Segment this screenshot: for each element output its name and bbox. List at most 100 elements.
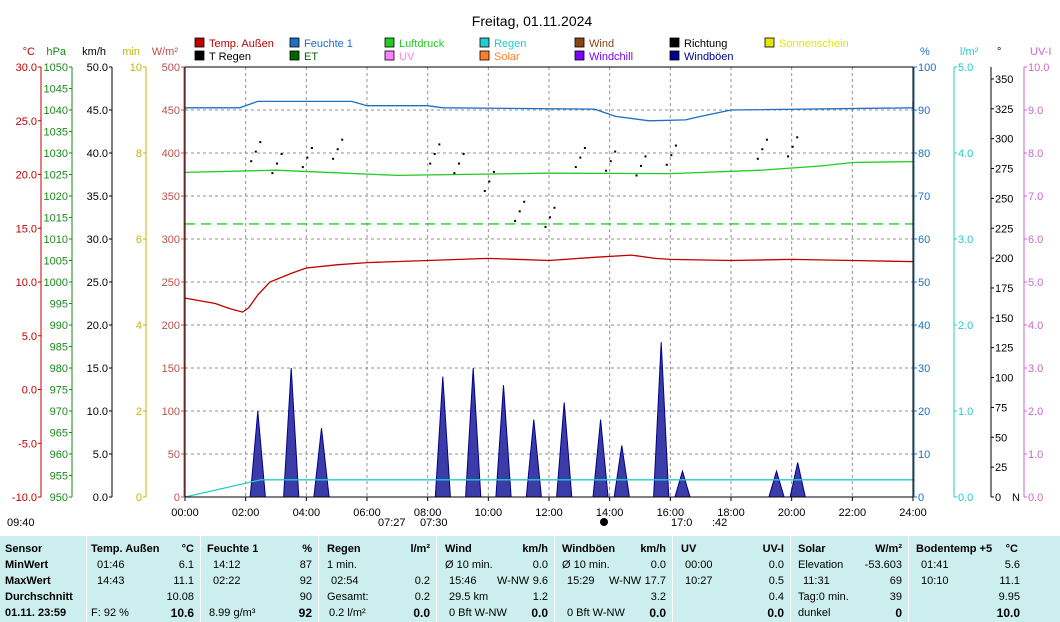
legend-label: Feuchte 1	[304, 38, 353, 50]
left-axis-tick-label: 985	[50, 342, 68, 354]
direction-point	[583, 147, 586, 149]
right-axis-tick-label: 8.0	[1028, 148, 1043, 160]
left-axis-unit: W/m²	[152, 46, 179, 58]
x-axis-tick-label: 12:00	[535, 507, 563, 519]
right-axis-tick-label: 10	[918, 449, 930, 461]
left-axis-tick-label: 0	[136, 492, 142, 504]
direction-point	[796, 136, 799, 139]
temp-max-value: 11.1	[173, 575, 194, 587]
regen-series	[184, 479, 913, 498]
right-axis-unit: UV-I	[1030, 46, 1051, 58]
right-axis-tick-label: 275	[995, 164, 1013, 176]
right-axis-tick-label: 3.0	[958, 234, 973, 246]
direction-point	[791, 145, 794, 148]
solar-sunshine-label: Tag:0 min.	[798, 591, 849, 603]
direction-point	[250, 160, 253, 163]
legend-swatch	[289, 37, 300, 48]
left-axis-tick-label: 40.0	[87, 148, 108, 160]
x-axis-tick-label: 18:00	[717, 507, 745, 519]
gusts-header: Windböen	[562, 543, 616, 555]
left-axis-tick-label: 975	[50, 385, 68, 397]
direction-point	[761, 148, 764, 151]
left-axis-tick-label: 4	[136, 320, 142, 332]
right-axis-tick-label: 325	[995, 104, 1013, 116]
right-axis-tick-label: 30	[918, 363, 930, 375]
humidity-header: Feuchte 1	[207, 543, 259, 555]
right-axis-tick-label: 0.0	[1028, 492, 1043, 504]
legend-swatch	[194, 50, 205, 61]
gusts-column: Windböen km/h Ø 10 min. 0.0 15:29 W-NW 17.7 …	[555, 536, 673, 622]
right-axis-tick-label: 5.0	[1028, 277, 1043, 289]
right-axis-tick-label: 90	[918, 105, 930, 117]
left-axis-tick-label: 30.0	[16, 62, 37, 74]
right-axis-tick-label: 50	[995, 432, 1007, 444]
left-axis-tick-label: 100	[162, 406, 180, 418]
legend-label: T Regen	[209, 51, 251, 63]
north-label: N	[1012, 492, 1020, 504]
direction-point	[635, 174, 638, 177]
x-axis-tick-label: 00:00	[171, 507, 199, 519]
wind-column: Wind km/h Ø 10 min. 0.0 15:46 W-NW 9.6 29.5 …	[437, 536, 555, 622]
uv-unit: UV-I	[762, 543, 784, 555]
left-axis-tick-label: 400	[162, 148, 180, 160]
left-axis-tick-label: 2	[136, 406, 142, 418]
wind-avg-value: 1.2	[532, 591, 548, 603]
direction-point	[259, 141, 262, 144]
left-axis-tick-label: 25.0	[16, 116, 37, 128]
humidity-current-value: 92	[298, 606, 312, 620]
humidity-max-time: 02:22	[213, 575, 241, 587]
soil-max-value: 11.1	[999, 575, 1020, 587]
left-axis-tick-label: 1045	[44, 84, 68, 96]
direction-point	[341, 138, 344, 141]
left-axis-tick-label: 1025	[44, 170, 68, 182]
legend-swatch	[289, 50, 300, 61]
chart-grid	[185, 67, 913, 497]
temp-series	[184, 254, 914, 313]
gusts-avg10-label: Ø 10 min.	[562, 559, 610, 571]
right-axis-tick-label: 1.0	[958, 406, 973, 418]
direction-point	[670, 154, 673, 157]
direction-point	[254, 150, 257, 153]
left-axis-tick-label: -10.0	[12, 492, 37, 504]
avg-label: Durchschnitt	[5, 591, 73, 603]
x-axis-tick-label: 06:00	[353, 507, 381, 519]
right-axis-tick-label: 0	[995, 492, 1001, 504]
uv-current-value: 0.0	[767, 606, 784, 620]
right-axis-tick-label: 5.0	[958, 62, 973, 74]
left-axis-tick-label: 965	[50, 428, 68, 440]
x-axis-tick-label: 14:00	[596, 507, 624, 519]
direction-point	[514, 219, 517, 222]
direction-point	[488, 180, 491, 183]
legend-swatch	[574, 50, 585, 61]
humidity-avg-value: 90	[299, 591, 312, 603]
legend-label: Luftdruck	[399, 38, 445, 50]
right-axis-tick-label: 4.0	[1028, 320, 1043, 332]
temp-column: Temp. Außen °C 01:46 6.1 14:43 11.1 10.08 F…	[87, 536, 201, 622]
direction-point	[438, 143, 441, 146]
left-axis-unit: hPa	[46, 46, 66, 58]
direction-point	[609, 160, 612, 163]
gusts-max-value: 17.7	[644, 575, 666, 587]
direction-point	[276, 162, 278, 165]
right-axis-tick-label: 4.0	[958, 148, 973, 160]
temp-min-value: 6.1	[178, 559, 194, 571]
legend-label: Richtung	[684, 38, 727, 50]
left-axis-tick-label: 5.0	[22, 331, 37, 343]
right-axis-tick-label: 3.0	[1028, 363, 1043, 375]
left-axis-tick-label: 970	[50, 406, 68, 418]
left-axis-unit: °C	[23, 46, 35, 58]
right-axis-tick-label: 100	[995, 373, 1013, 385]
rain-header: Regen	[327, 543, 361, 555]
legend-label: Regen	[494, 38, 526, 50]
left-axis-tick-label: 5.0	[93, 449, 108, 461]
uv-max-value: 0.5	[768, 575, 784, 587]
right-axis-tick-label: 75	[995, 402, 1007, 414]
right-axis-tick-label: 175	[995, 283, 1013, 295]
chart-series: 09:40 07:27 07:30 17:0:42	[7, 100, 914, 529]
right-axis-tick-label: 2.0	[958, 320, 973, 332]
temp-avg-value: 10.08	[166, 591, 194, 603]
rain-column: Regen l/m² 1 min. 02:54 0.2 Gesamt: 0.2 0.2…	[319, 536, 437, 622]
statistics-table: Sensor MinWert MaxWert Durchschnitt 01.1…	[0, 536, 1060, 622]
gusts-current-value: 0.0	[649, 606, 666, 620]
solar-elevation-value: -53.603	[864, 559, 902, 571]
